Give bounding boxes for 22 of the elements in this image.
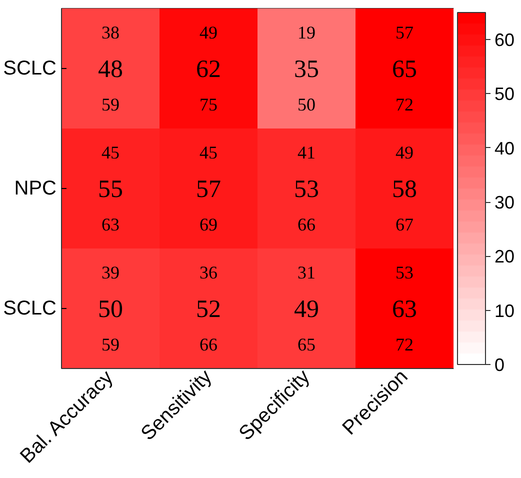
y-tick-label: SCLC [3,58,57,80]
color-bar-label: 40 [494,138,515,158]
data-label: 38 48 59 [98,22,123,114]
color-bar-label: 0 [494,355,505,375]
data-label: 41 53 66 [294,142,319,234]
data-label: 39 50 59 [98,262,123,354]
data-label: 57 65 72 [392,22,417,114]
y-tick-label: SCLC [3,298,57,320]
data-label: 36 52 66 [196,262,221,354]
color-bar-label: 50 [494,84,515,104]
color-bar-label: 60 [494,30,515,50]
data-label: 31 49 65 [294,262,319,354]
data-label: 53 63 72 [392,262,417,354]
data-label: 49 58 67 [392,142,417,234]
y-tick-label: NPC [14,178,57,200]
color-bar-label: 20 [494,246,515,267]
data-label: 45 55 63 [98,142,123,234]
data-label: 49 62 75 [196,22,221,114]
color-bar-label: 30 [494,192,515,213]
data-label: 45 57 69 [196,142,221,234]
color-bar-label: 10 [494,300,515,321]
data-label: 19 35 50 [294,22,319,114]
